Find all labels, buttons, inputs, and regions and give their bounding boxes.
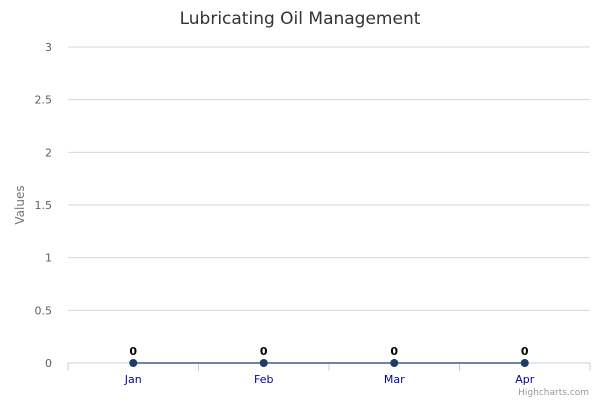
y-tick-label: 1 (45, 252, 52, 265)
chart-title: Lubricating Oil Management (180, 9, 421, 29)
axis-layer: 0 0.5 1 1.5 2 2.5 3 Jan Feb Mar Apr (35, 41, 591, 386)
data-label: 0 (260, 345, 268, 358)
data-point[interactable] (129, 359, 138, 367)
credits-link[interactable]: Highcharts.com (518, 388, 589, 398)
series-layer: 0 0 0 0 (129, 345, 529, 367)
y-tick-label: 3 (45, 41, 52, 54)
data-point[interactable] (520, 359, 529, 367)
x-tick-label: Jan (124, 373, 142, 386)
y-tick-label: 0 (45, 357, 52, 370)
y-tick-label: 1.5 (35, 199, 53, 212)
grid-layer (68, 46, 590, 364)
data-label: 0 (390, 345, 398, 358)
data-point[interactable] (259, 359, 268, 367)
y-axis-label: Values (13, 185, 27, 224)
data-label: 0 (521, 345, 529, 358)
data-label: 0 (129, 345, 137, 358)
x-tick-label: Mar (384, 373, 405, 386)
data-point[interactable] (390, 359, 399, 367)
y-tick-label: 2 (45, 146, 52, 159)
x-tick-label: Feb (254, 373, 273, 386)
y-tick-label: 0.5 (35, 304, 53, 317)
x-tick-label: Apr (515, 373, 535, 386)
y-tick-label: 2.5 (35, 94, 53, 107)
